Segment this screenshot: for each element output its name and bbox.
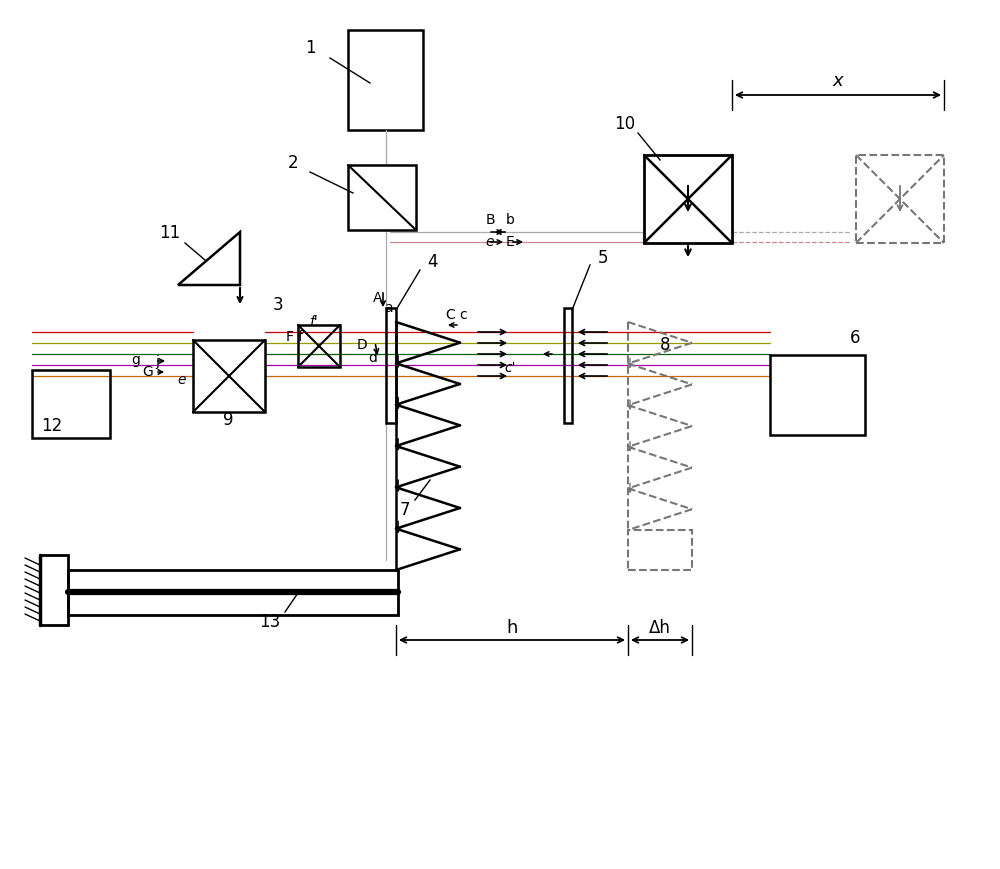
Bar xyxy=(644,155,732,243)
Text: 1: 1 xyxy=(305,39,315,57)
Text: j: j xyxy=(155,355,159,369)
Text: 2: 2 xyxy=(288,154,298,172)
Text: x: x xyxy=(833,72,843,90)
Text: b: b xyxy=(506,213,514,227)
Text: f': f' xyxy=(309,315,317,329)
Text: G: G xyxy=(143,365,153,379)
Text: f: f xyxy=(298,330,302,344)
Text: 13: 13 xyxy=(259,613,281,631)
Text: A: A xyxy=(373,291,383,305)
Text: F: F xyxy=(286,330,294,344)
Text: a: a xyxy=(384,301,392,315)
Bar xyxy=(386,308,396,423)
Text: 10: 10 xyxy=(614,115,636,133)
Bar xyxy=(298,325,340,367)
Text: 11: 11 xyxy=(159,224,181,242)
Bar xyxy=(348,30,423,130)
Text: Δh: Δh xyxy=(649,619,671,637)
Text: E: E xyxy=(506,235,514,249)
Text: e: e xyxy=(178,373,186,387)
Bar xyxy=(348,165,416,230)
Text: 8: 8 xyxy=(660,336,670,354)
Bar xyxy=(32,370,110,438)
Text: 12: 12 xyxy=(41,417,63,435)
Text: 9: 9 xyxy=(223,411,233,429)
Text: 7: 7 xyxy=(400,501,410,519)
Text: 5: 5 xyxy=(598,249,608,267)
Bar xyxy=(68,570,398,615)
Text: 6: 6 xyxy=(850,329,860,347)
Text: 4: 4 xyxy=(427,253,437,271)
Text: C: C xyxy=(445,308,455,322)
Text: e: e xyxy=(486,235,494,249)
Bar xyxy=(628,530,692,570)
Text: c': c' xyxy=(504,361,516,375)
Text: c: c xyxy=(459,308,467,322)
Text: 3: 3 xyxy=(273,296,283,314)
Bar xyxy=(193,340,265,412)
Text: g: g xyxy=(132,353,140,367)
Bar xyxy=(564,308,572,423)
Text: d: d xyxy=(369,351,377,365)
Text: h: h xyxy=(506,619,518,637)
Bar xyxy=(40,555,68,625)
Text: B: B xyxy=(485,213,495,227)
Bar xyxy=(856,155,944,243)
Bar xyxy=(770,355,865,435)
Text: D: D xyxy=(357,338,367,352)
